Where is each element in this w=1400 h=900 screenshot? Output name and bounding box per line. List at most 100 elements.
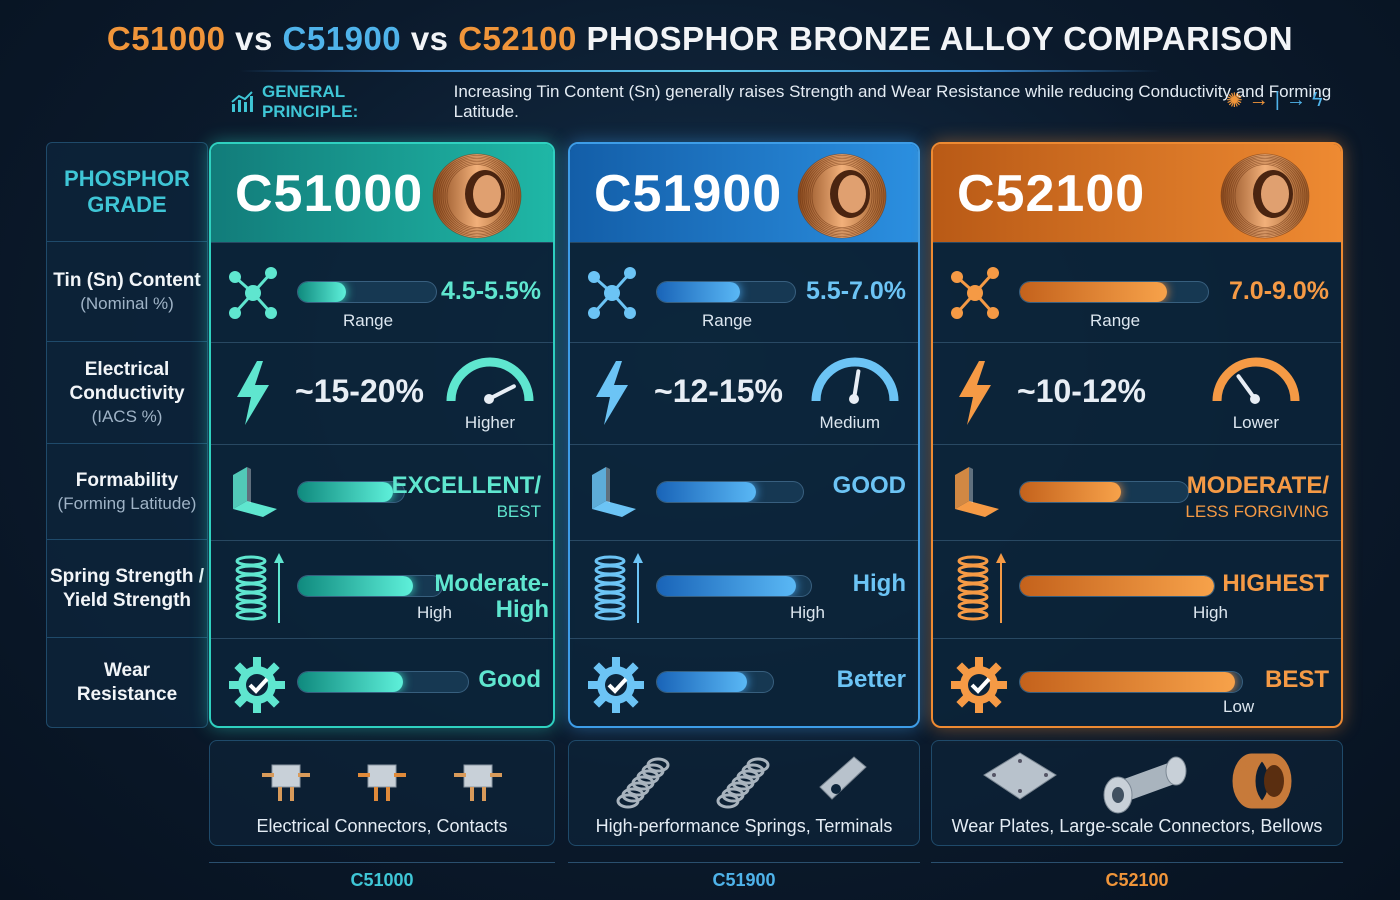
bellows-icon [1232, 753, 1292, 809]
principle-text: Increasing Tin Content (Sn) generally ra… [453, 82, 1332, 121]
tin-caption: Range [343, 311, 394, 330]
pipe-connector-icon [1103, 756, 1187, 814]
connector-icon [262, 764, 310, 801]
formability-rating: EXCELLENT/BEST [391, 472, 541, 522]
level-bar-fill [657, 672, 748, 692]
conductivity-value: ~10-12% [1017, 373, 1146, 409]
wear-rating: Better [836, 666, 906, 693]
spring-icon [235, 553, 284, 623]
tin-caption: Range [702, 311, 753, 330]
panel-c51000: C51000 Range 4.5-5.5% ~15-20% Higher EXCELLEN… [209, 142, 555, 728]
gauge-icon [811, 357, 899, 404]
general-principle: GENERAL PRINCIPLE: Increasing Tin Conten… [230, 82, 1400, 121]
level-bar-fill [298, 576, 414, 596]
footer-c51000: C51000 [350, 870, 414, 890]
title-vs: vs [410, 20, 449, 57]
molecule-icon [588, 267, 636, 319]
level-bar-fill [657, 482, 757, 502]
level-bar [656, 671, 774, 693]
level-bar-fill [1020, 576, 1214, 596]
title-vs: vs [235, 20, 273, 57]
spring-part-icon [616, 757, 670, 809]
panel-c51900: C51900 Range 5.5-7.0% ~12-15% Medium GOOD High… [568, 142, 920, 728]
tin-caption: Range [1090, 311, 1141, 330]
property-labels: PHOSPHOR GRADE Tin (Sn) Content (Nominal… [46, 142, 208, 728]
spring-row: High High [570, 540, 918, 638]
page-title: C51000 vs C51900 vs C52100 PHOSPHOR BRON… [0, 20, 1400, 58]
conductivity-value: ~15-20% [295, 373, 424, 409]
conductivity-value: ~12-15% [654, 373, 783, 409]
molecule-icon: ✺ [1226, 90, 1243, 112]
formability-label: Formability (Forming Latitude) [47, 443, 207, 539]
formability-rating: MODERATE/LESS FORGIVING [1185, 472, 1329, 522]
formability-row: GOOD [570, 444, 918, 540]
arrow-right-icon: → [1248, 89, 1269, 111]
formability-row: MODERATE/LESS FORGIVING [933, 444, 1341, 540]
spring-caption: High [790, 603, 825, 622]
level-bar [656, 575, 812, 597]
level-bar [297, 281, 437, 303]
level-bar [1019, 281, 1209, 303]
level-bar-fill [1020, 672, 1236, 692]
gear-check-icon [588, 657, 644, 713]
wear-caption: Low [1223, 697, 1255, 716]
conductivity-row: ~12-15% Medium [570, 342, 918, 444]
footer-divider [568, 862, 920, 863]
level-bar-fill [1020, 282, 1167, 302]
conductivity-row: ~10-12% Lower [933, 342, 1341, 444]
wear-resistance-label: Wear Resistance [47, 637, 207, 727]
title-divider [240, 70, 1160, 72]
panel-header: C51000 [211, 144, 553, 242]
bronze-coil-icon [797, 153, 887, 239]
principle-lead: GENERAL PRINCIPLE: [261, 82, 359, 121]
wear-row: Low BEST [933, 638, 1341, 728]
spring-icon [957, 553, 1006, 623]
principle-icons: ✺ → | → ϟ [1226, 88, 1323, 113]
spring-part-icon [716, 757, 770, 809]
application-text: High-performance Springs, Terminals [595, 816, 893, 836]
alloy-code: C52100 [957, 165, 1146, 223]
gear-check-icon [951, 657, 1007, 713]
footer-divider [209, 862, 555, 863]
level-bar [297, 575, 443, 597]
divider-icon: | [1274, 89, 1280, 111]
application-c52100: Wear Plates, Large-scale Connectors, Bel… [931, 740, 1343, 846]
terminal-icon [819, 756, 867, 800]
application-c51900: High-performance Springs, Terminals [568, 740, 920, 846]
application-icons [932, 749, 1342, 819]
level-bar-fill [1020, 482, 1121, 502]
lightning-icon [959, 361, 991, 425]
formability-row: EXCELLENT/BEST [211, 444, 553, 540]
connector-icon [358, 764, 406, 801]
panel-c52100: C52100 Range 7.0-9.0% ~10-12% Lower MODERATE/… [931, 142, 1343, 728]
wear-row: Good [211, 638, 553, 728]
footer-divider [931, 862, 1343, 863]
formability-rating: GOOD [832, 472, 906, 499]
spring-row: High HIGHEST [933, 540, 1341, 638]
tin-value: 4.5-5.5% [440, 277, 541, 305]
panel-header: C52100 [933, 144, 1341, 242]
application-text: Wear Plates, Large-scale Connectors, Bel… [951, 816, 1323, 836]
spring-rating: HIGHEST [1222, 570, 1329, 597]
title-c51900: C51900 [282, 20, 402, 57]
bronze-coil-icon [1220, 153, 1310, 239]
bent-bracket-icon [955, 467, 999, 517]
application-c51000: Electrical Connectors, Contacts [209, 740, 555, 846]
molecule-icon [229, 267, 277, 319]
spring-icon [594, 553, 643, 623]
tin-value: 7.0-9.0% [1228, 277, 1329, 305]
conductivity-gauge-label: Lower [1232, 413, 1279, 432]
conductivity-label: Electrical Conductivity (IACS %) [47, 341, 207, 443]
arrow-right-icon: → [1285, 89, 1306, 111]
conductivity-row: ~15-20% Higher [211, 342, 553, 444]
tin-row: Range 4.5-5.5% [211, 242, 553, 342]
molecule-icon [951, 267, 999, 319]
level-bar-fill [657, 282, 740, 302]
chart-up-icon [231, 91, 253, 112]
level-bar [297, 481, 405, 503]
spring-rating: High [852, 570, 906, 597]
level-bar-fill [657, 576, 796, 596]
level-bar [656, 281, 796, 303]
connector-icon [454, 764, 502, 801]
level-bar-fill [298, 282, 347, 302]
